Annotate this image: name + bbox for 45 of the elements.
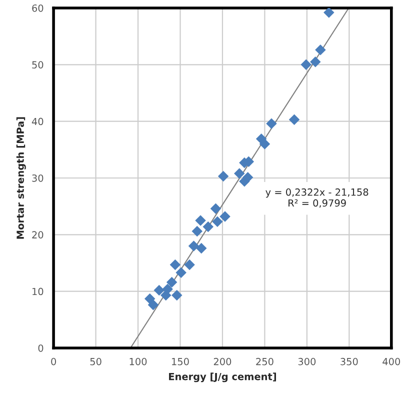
point <box>300 59 312 70</box>
y-tick-label: 10 <box>32 288 44 296</box>
point <box>196 242 207 254</box>
point <box>310 56 321 68</box>
point <box>192 226 203 237</box>
point <box>202 221 214 232</box>
point <box>324 8 334 18</box>
annotation: y = 0,2322x - 21,158 R² = 0,9799 <box>266 188 368 208</box>
y-tick-label: 40 <box>32 118 44 126</box>
point <box>288 114 300 126</box>
x-axis-title: Energy [J/g cement] <box>169 372 276 382</box>
x-tick-label: 0 <box>51 358 56 366</box>
point <box>259 138 270 150</box>
point <box>195 215 206 226</box>
point <box>220 211 230 222</box>
x-tick-label: 350 <box>340 358 358 366</box>
x-tick-label: 300 <box>298 358 316 366</box>
point <box>210 203 222 214</box>
point <box>212 216 223 228</box>
point <box>171 290 182 301</box>
point <box>184 259 195 270</box>
point <box>162 284 173 294</box>
point <box>154 284 165 296</box>
x-tick-label: 150 <box>172 358 189 366</box>
x-tick-label: 50 <box>90 358 102 366</box>
y-tick-label: 0 <box>38 344 44 352</box>
point <box>234 168 245 179</box>
y-tick-label: 30 <box>32 174 44 182</box>
point <box>176 267 186 278</box>
point <box>166 276 178 288</box>
point <box>148 300 159 310</box>
y-axis-title: Mortar strength [MPa] <box>16 117 26 239</box>
x-tick-label: 250 <box>256 358 274 366</box>
point <box>315 44 326 56</box>
x-tick-label: 400 <box>382 358 400 366</box>
point <box>218 170 229 182</box>
x-tick-label: 200 <box>214 358 232 366</box>
point <box>266 118 277 129</box>
point <box>188 240 200 252</box>
point <box>170 259 181 270</box>
point <box>144 293 156 304</box>
y-tick-label: 50 <box>32 61 44 68</box>
y-tick-label: 20 <box>32 231 44 238</box>
x-tick-label: 100 <box>130 358 147 366</box>
y-tick-label: 60 <box>32 4 44 12</box>
